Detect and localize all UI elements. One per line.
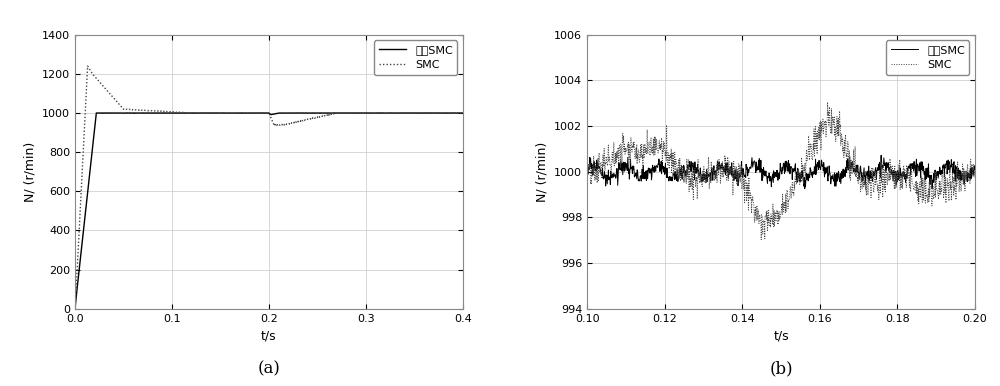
SMC [581,178,593,182]
SMC [884,156,896,161]
SMC [660,149,672,153]
新型SMC [90,114,102,119]
新型SMC [969,165,981,170]
新型SMC [152,111,164,115]
Legend: 新型SMC, SMC: 新型SMC, SMC [886,40,969,75]
Line: SMC: SMC [75,66,463,309]
新型SMC [884,170,896,174]
新型SMC [457,111,469,115]
SMC [898,167,910,171]
新型SMC [605,169,617,174]
新型SMC [104,111,116,115]
SMC [755,237,767,242]
新型SMC [875,153,887,157]
Line: 新型SMC: 新型SMC [587,155,975,189]
新型SMC [78,226,90,230]
SMC [822,100,834,105]
Line: 新型SMC: 新型SMC [75,113,463,309]
SMC [69,306,81,311]
新型SMC [581,168,593,173]
新型SMC [302,111,314,115]
SMC [951,183,963,188]
新型SMC [925,176,937,181]
Y-axis label: N/ (r/min): N/ (r/min) [23,142,36,202]
SMC [925,181,937,186]
SMC [969,168,981,172]
新型SMC [660,171,672,175]
新型SMC [69,306,81,311]
Y-axis label: N/ (r/min): N/ (r/min) [536,142,549,202]
新型SMC [799,186,811,191]
SMC [82,64,94,68]
X-axis label: t/s: t/s [773,329,789,342]
SMC [605,162,617,167]
SMC [457,111,469,115]
Legend: 新型SMC, SMC: 新型SMC, SMC [374,40,457,75]
Line: SMC: SMC [587,102,975,240]
SMC [104,91,116,96]
SMC [388,111,400,115]
X-axis label: t/s: t/s [261,329,277,342]
新型SMC [388,111,400,115]
SMC [302,117,314,122]
Text: (a): (a) [258,361,280,378]
新型SMC [213,111,225,115]
SMC [213,111,225,115]
Text: (b): (b) [769,361,793,378]
SMC [78,139,90,144]
SMC [90,76,102,80]
新型SMC [898,170,910,175]
新型SMC [951,165,963,169]
